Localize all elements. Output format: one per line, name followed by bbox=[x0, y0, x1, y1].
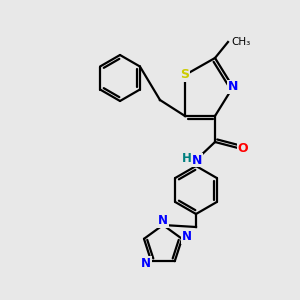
Text: O: O bbox=[238, 142, 248, 154]
Text: CH₃: CH₃ bbox=[231, 37, 250, 47]
Text: N: N bbox=[141, 257, 151, 270]
Text: N: N bbox=[158, 214, 168, 227]
Text: N: N bbox=[182, 230, 192, 243]
Text: N: N bbox=[192, 154, 202, 166]
Text: N: N bbox=[228, 80, 238, 94]
Text: S: S bbox=[181, 68, 190, 82]
Text: H: H bbox=[182, 152, 192, 166]
